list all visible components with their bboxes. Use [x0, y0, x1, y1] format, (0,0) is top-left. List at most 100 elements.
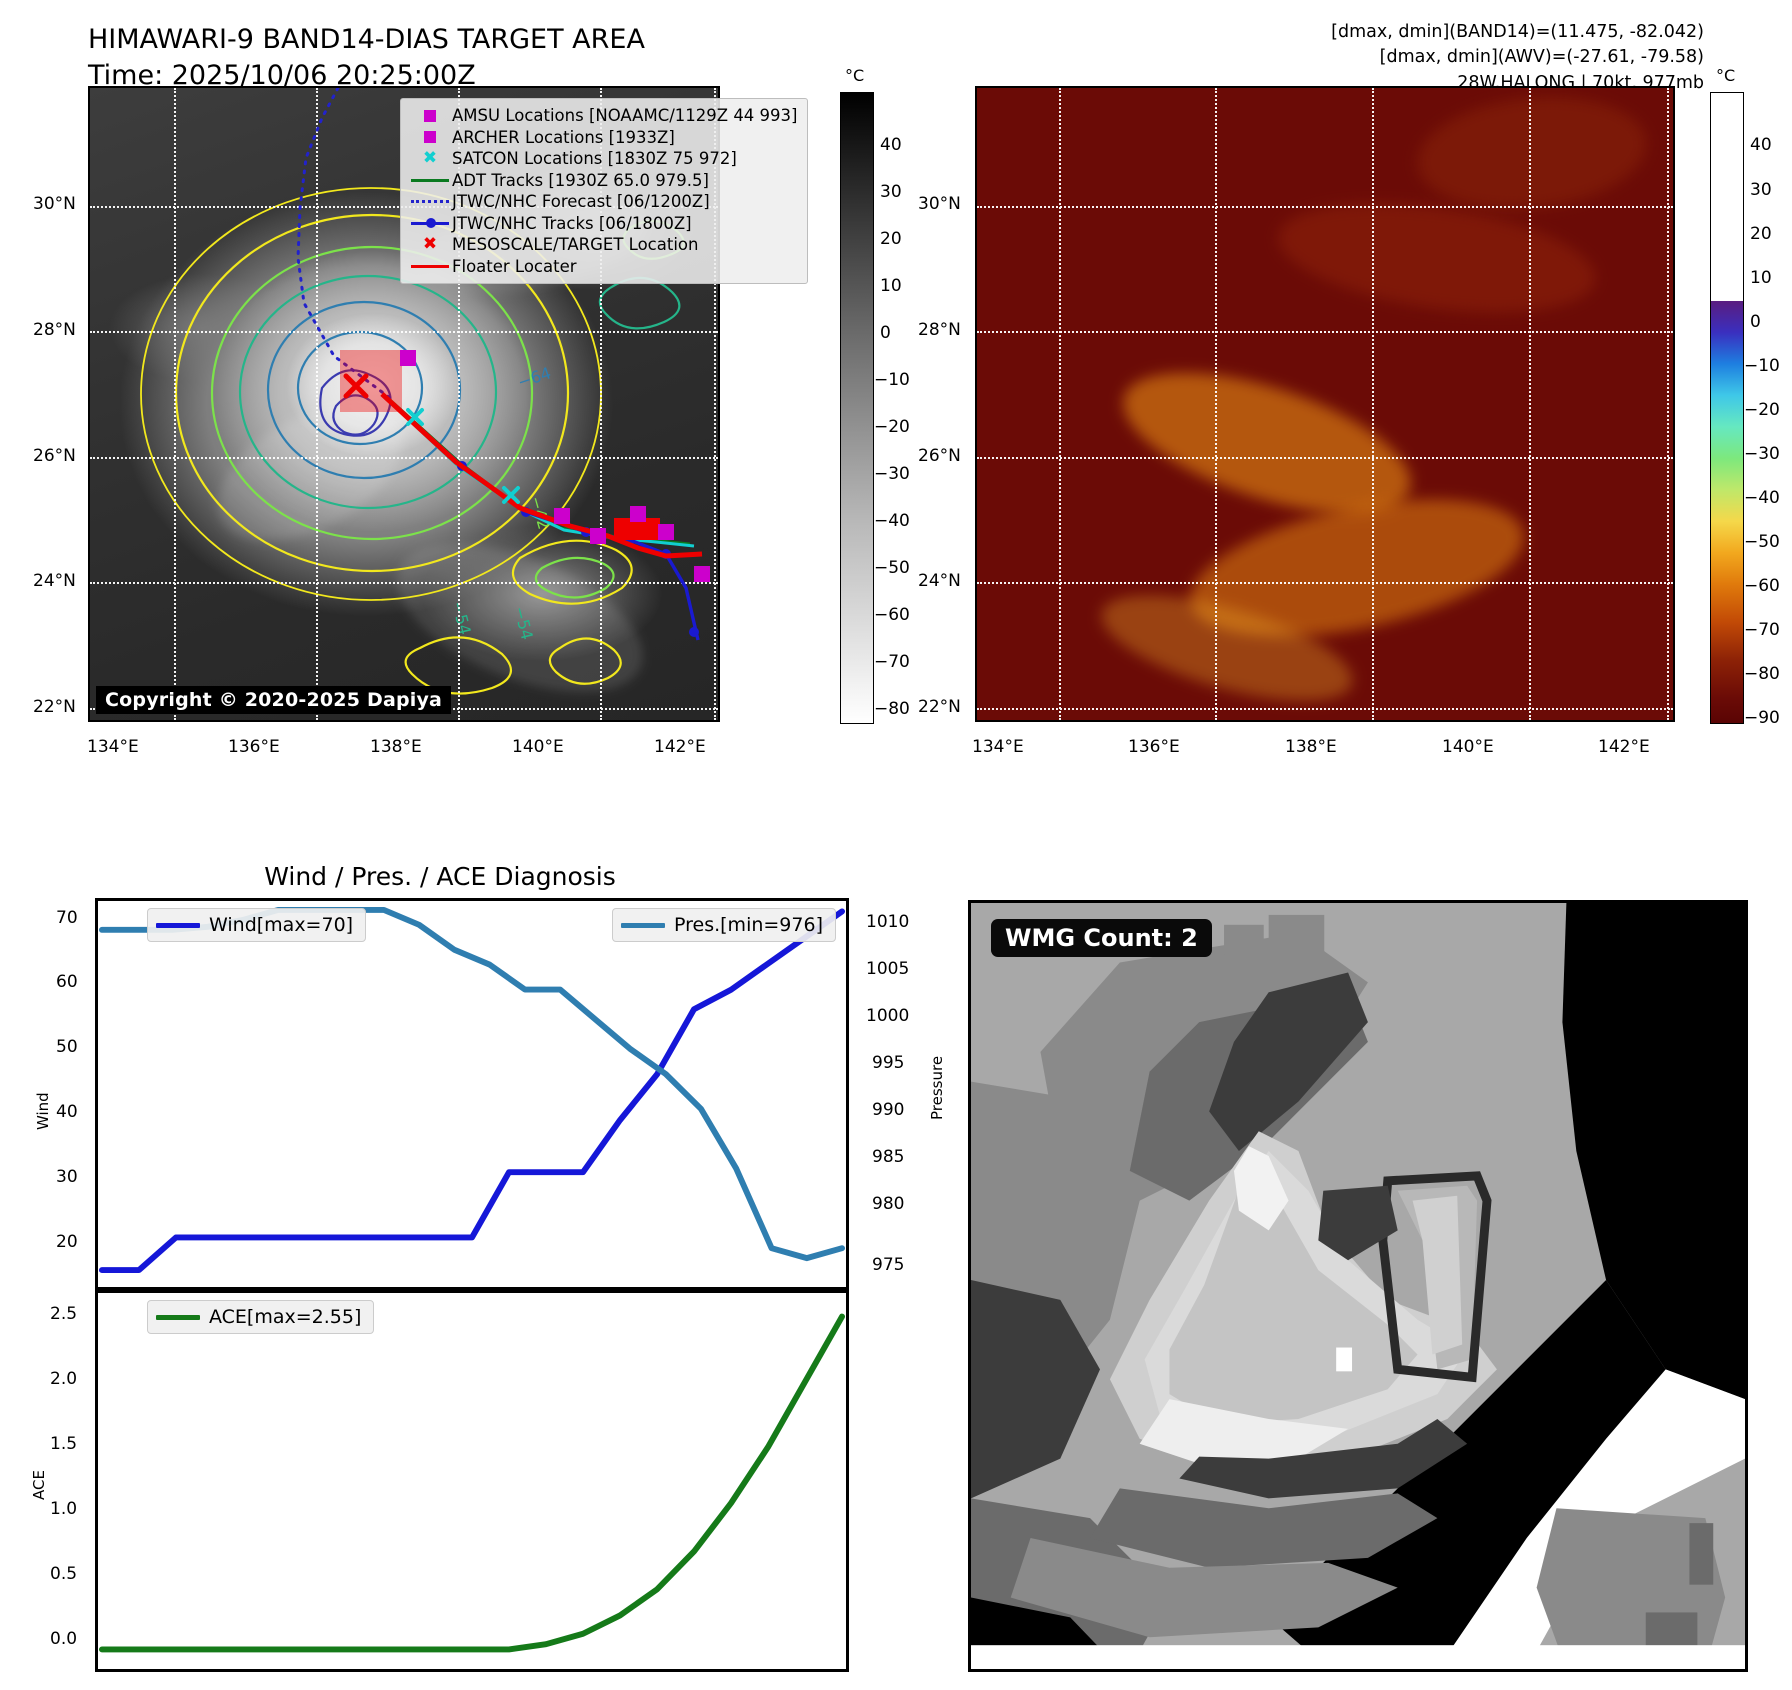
grid-line-horizontal [977, 331, 1673, 333]
line-with-dot-icon [408, 218, 452, 229]
grid-line-horizontal [977, 457, 1673, 459]
grid-line-vertical [600, 88, 602, 720]
colorbar-unit: °C [1716, 66, 1736, 85]
lon-tick: 138°E [370, 737, 422, 757]
grid-line-vertical [1667, 88, 1669, 720]
wind-line [98, 908, 846, 1274]
ace-ytick: 0.0 [50, 1629, 78, 1649]
line-icon [408, 264, 452, 268]
grid-line-vertical [1529, 88, 1531, 720]
pres-ytick: 1000 [866, 1006, 910, 1026]
map-legend[interactable]: AMSU Locations [NOAAMC/1129Z 44 993] ARC… [400, 98, 808, 284]
copyright-notice: Copyright © 2020-2025 Dapiya [96, 686, 452, 714]
pres-ytick: 995 [872, 1053, 905, 1073]
cbar-tick: −50 [1744, 532, 1780, 552]
legend-item-mesoscale[interactable]: ✖ MESOSCALE/TARGET Location [408, 234, 798, 256]
cbar-tick: −60 [1744, 576, 1780, 596]
legend-label: SATCON Locations [1830Z 75 972] [452, 149, 737, 169]
lon-tick: 142°E [1598, 737, 1650, 757]
cbar-tick: −60 [874, 605, 910, 625]
cbar-tick: −50 [874, 558, 910, 578]
cbar-tick: −70 [874, 652, 910, 672]
grid-line-horizontal [977, 708, 1673, 710]
grid-line-horizontal [90, 331, 718, 333]
satcon-marker [406, 408, 520, 504]
grid-line-vertical [174, 88, 176, 720]
cbar-tick: 40 [1750, 135, 1772, 155]
ace-ytick: 2.0 [50, 1369, 78, 1389]
legend-item-jtwc-tracks[interactable]: JTWC/NHC Tracks [06/1800Z] [408, 213, 798, 235]
cbar-tick: −40 [874, 511, 910, 531]
awv-extremes: [dmax, dmin](AWV)=(-27.61, -79.58) [1379, 47, 1704, 68]
lat-tick: 24°N [33, 571, 76, 591]
pres-ytick: 975 [872, 1255, 905, 1275]
storm-track-overlay[interactable] [90, 88, 720, 722]
square-icon [408, 109, 452, 122]
legend-item-satcon[interactable]: ✖ SATCON Locations [1830Z 75 972] [408, 148, 798, 170]
pres-ytick: 985 [872, 1147, 905, 1167]
wind-legend[interactable]: Wind[max=70] [147, 908, 367, 942]
legend-item-forecast[interactable]: JTWC/NHC Forecast [06/1200Z] [408, 191, 798, 213]
pressure-legend-label: Pres.[min=976] [674, 914, 823, 936]
legend-label: ARCHER Locations [1933Z] [452, 127, 675, 147]
grid-line-horizontal [977, 582, 1673, 584]
ace-ytick: 0.5 [50, 1564, 78, 1584]
lon-tick: 136°E [228, 737, 280, 757]
pressure-line-icon [621, 922, 665, 928]
cbar-tick: 0 [880, 323, 891, 343]
pres-ytick: 990 [872, 1100, 905, 1120]
grid-line-horizontal [90, 582, 718, 584]
ir-colorbar [1710, 92, 1744, 724]
legend-item-amsu[interactable]: AMSU Locations [NOAAMC/1129Z 44 993] [408, 105, 798, 127]
cbar-tick: −40 [1744, 488, 1780, 508]
lat-tick: 22°N [33, 697, 76, 717]
lon-tick: 138°E [1285, 737, 1337, 757]
wind-axis-label: Wind [34, 1092, 52, 1130]
ace-line [98, 1313, 846, 1653]
ace-chart[interactable] [95, 1290, 849, 1672]
legend-label: Floater Locater [452, 256, 577, 276]
wind-legend-label: Wind[max=70] [209, 914, 354, 936]
cbar-tick: −20 [874, 417, 910, 437]
ace-ytick: 2.5 [50, 1304, 78, 1324]
cbar-tick: 10 [1750, 268, 1772, 288]
floater-locater-line [380, 392, 703, 559]
floater-box [614, 518, 660, 540]
wind-ytick: 60 [56, 972, 78, 992]
cbar-tick: 20 [880, 229, 902, 249]
lon-tick: 134°E [972, 737, 1024, 757]
ace-ytick: 1.0 [50, 1499, 78, 1519]
lat-tick: 26°N [33, 446, 76, 466]
lon-tick: 142°E [654, 737, 706, 757]
grayscale-colorbar [840, 92, 874, 724]
legend-item-adt[interactable]: ADT Tracks [1930Z 65.0 979.5] [408, 170, 798, 192]
legend-label: MESOSCALE/TARGET Location [452, 235, 699, 255]
wmg-cluster-panel[interactable]: WMG Count: 2 [968, 900, 1748, 1672]
cbar-tick: 30 [880, 182, 902, 202]
ace-axis-label: ACE [30, 1470, 48, 1500]
wind-ytick: 70 [56, 908, 78, 928]
grid-line-vertical [316, 88, 318, 720]
cbar-tick: −80 [1744, 664, 1780, 684]
lat-tick: 30°N [33, 194, 76, 214]
grid-line-vertical [1059, 88, 1061, 720]
legend-item-floater[interactable]: Floater Locater [408, 256, 798, 278]
wind-pressure-series [98, 907, 846, 1274]
legend-label: JTWC/NHC Forecast [06/1200Z] [452, 192, 710, 212]
wind-ytick: 30 [56, 1167, 78, 1187]
cbar-tick: −70 [1744, 620, 1780, 640]
wind-pressure-chart[interactable] [95, 898, 849, 1290]
pressure-legend[interactable]: Pres.[min=976] [612, 908, 836, 942]
cbar-tick: −30 [874, 464, 910, 484]
legend-item-archer[interactable]: ARCHER Locations [1933Z] [408, 127, 798, 149]
cbar-tick: −90 [1744, 708, 1780, 728]
himawari-enhanced-ir-map[interactable] [975, 86, 1675, 722]
colorbar-unit: °C [845, 66, 865, 85]
ace-ytick: 1.5 [50, 1434, 78, 1454]
square-icon [408, 131, 452, 144]
cbar-tick: −20 [1744, 400, 1780, 420]
legend-label: AMSU Locations [NOAAMC/1129Z 44 993] [452, 106, 798, 126]
ace-legend[interactable]: ACE[max=2.55] [147, 1300, 375, 1334]
cbar-tick: 0 [1750, 312, 1761, 332]
